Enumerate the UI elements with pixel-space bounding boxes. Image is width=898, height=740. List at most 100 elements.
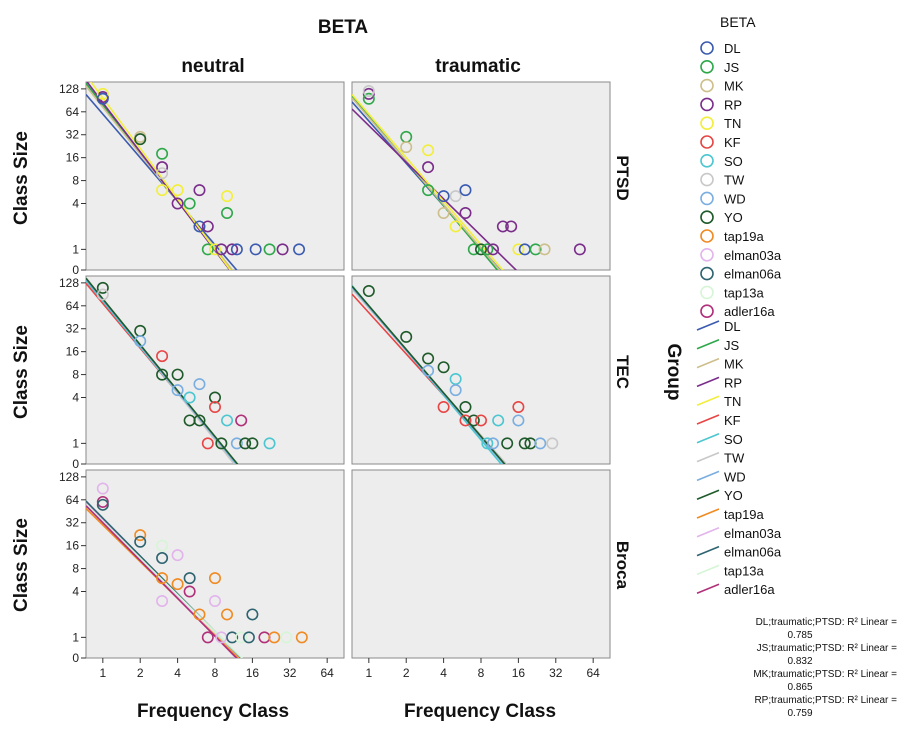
legend-label: WD [724, 191, 746, 206]
legend-marker-item-DL: DL [700, 41, 741, 56]
point-tap19a [221, 608, 234, 621]
legend-label: elman03a [724, 248, 782, 263]
legend-label: SO [724, 154, 743, 169]
panel-broca-neutral: 0 1 4 8 16 32 64 128 1 2 4 8 16 32 64 [59, 469, 345, 680]
point-elman03a [96, 482, 109, 495]
point-WD [512, 414, 525, 427]
legend-marker-item-tap13a: tap13a [700, 285, 765, 300]
row-title-ptsd: PTSD [613, 155, 632, 200]
point-TN [96, 87, 109, 100]
legend-marker-item-KF: KF [700, 135, 741, 150]
y-axis-title-row1: Class Size [11, 131, 32, 225]
point-SO [183, 391, 196, 404]
point-TN [422, 144, 435, 157]
x-tick-label: 32 [549, 666, 563, 680]
fit-line-YO [86, 277, 239, 464]
point-elman03a [171, 549, 184, 562]
point-YO [96, 281, 109, 294]
point-JS [529, 243, 542, 256]
row-title-broca: Broca [613, 541, 632, 590]
legend-line-item-JS: JS [696, 338, 740, 353]
y-tick-label: 64 [66, 105, 80, 119]
point-elman06a [156, 552, 169, 565]
legend-marker [700, 229, 714, 243]
x-axis-title-neutral: Frequency Class [137, 701, 289, 722]
point-DL [96, 92, 109, 105]
y-tick-label: 128 [59, 82, 79, 96]
point-DL [230, 243, 243, 256]
r2-note-value: 0.832 [787, 656, 812, 667]
x-tick-label: 4 [440, 666, 447, 680]
legend-line-swatch [696, 357, 720, 369]
fit-lines [86, 500, 244, 658]
fit-lines [86, 277, 239, 464]
point-JS [422, 184, 435, 197]
r2-note-value: 0.759 [787, 708, 812, 719]
column-title-traumatic: traumatic [435, 56, 521, 77]
point-YO [134, 133, 147, 146]
point-WD [134, 335, 147, 348]
point-DL [193, 220, 206, 233]
point-tap19a [209, 572, 222, 585]
fit-lines [352, 285, 508, 464]
x-axis-title-traumatic: Frequency Class [404, 701, 556, 722]
point-YO [156, 368, 169, 381]
data-points [362, 85, 586, 256]
x-tick-label: 8 [478, 666, 485, 680]
legend-line-item-elman06a: elman06a [696, 545, 782, 560]
fit-line-TN [89, 82, 232, 270]
r2-note-label: JS;traumatic;PTSD: R² Linear = [757, 643, 897, 654]
r2-note-label: MK;traumatic;PTSD: R² Linear = [753, 669, 897, 680]
legend-line-swatch [696, 527, 720, 538]
point-elman03a [209, 595, 222, 608]
legend-marker-item-elman03a: elman03a [700, 248, 782, 263]
panel-background [351, 469, 611, 659]
point-YO [400, 330, 413, 343]
fit-line-tap13a [86, 504, 244, 658]
point-DL [249, 243, 262, 256]
legend-marker-item-TN: TN [700, 116, 741, 131]
point-tap19a [295, 631, 308, 644]
point-KF [156, 350, 169, 363]
x-tick-label: 64 [320, 666, 334, 680]
legend-line-swatch [696, 433, 720, 444]
point-TW [156, 167, 169, 180]
point-YO [467, 414, 480, 427]
legend-marker [700, 285, 714, 300]
point-elman06a [226, 631, 239, 644]
point-WD [193, 378, 206, 391]
legend-label: tap19a [724, 507, 765, 522]
legend-label: YO [724, 210, 743, 225]
r2-note-value: 0.785 [787, 630, 812, 641]
legend-line-item-TW: TW [696, 451, 745, 466]
panel-background [351, 81, 611, 271]
point-TN [156, 184, 169, 197]
x-tick-label: 4 [174, 666, 181, 680]
point-JS [221, 207, 234, 220]
legend-marker-item-elman06a: elman06a [700, 267, 782, 282]
legend-label: elman06a [724, 267, 782, 282]
legend-label: TN [724, 116, 741, 131]
legend-line-swatch [696, 545, 720, 557]
legend-marker [700, 41, 714, 55]
legend-label: SO [724, 432, 743, 447]
legend-line-swatch [696, 470, 720, 482]
y-tick-label: 16 [66, 539, 80, 553]
y-tick-label: 128 [59, 470, 79, 484]
point-WD [230, 437, 243, 450]
point-adler16a [201, 631, 214, 644]
legend-label: elman06a [724, 545, 782, 560]
point-RP [487, 243, 500, 256]
point-TN [171, 184, 184, 197]
point-MK [437, 207, 450, 220]
point-YO [459, 401, 472, 414]
y-tick-label: 32 [66, 128, 80, 142]
row-title-tec: TEC [613, 355, 632, 389]
legend-label: adler16a [724, 304, 775, 319]
group-axis-title: Group [663, 344, 684, 401]
point-JS [156, 147, 169, 160]
legend-marker [700, 116, 714, 130]
fit-line-YO [352, 285, 506, 464]
legend-label: DL [724, 41, 741, 56]
